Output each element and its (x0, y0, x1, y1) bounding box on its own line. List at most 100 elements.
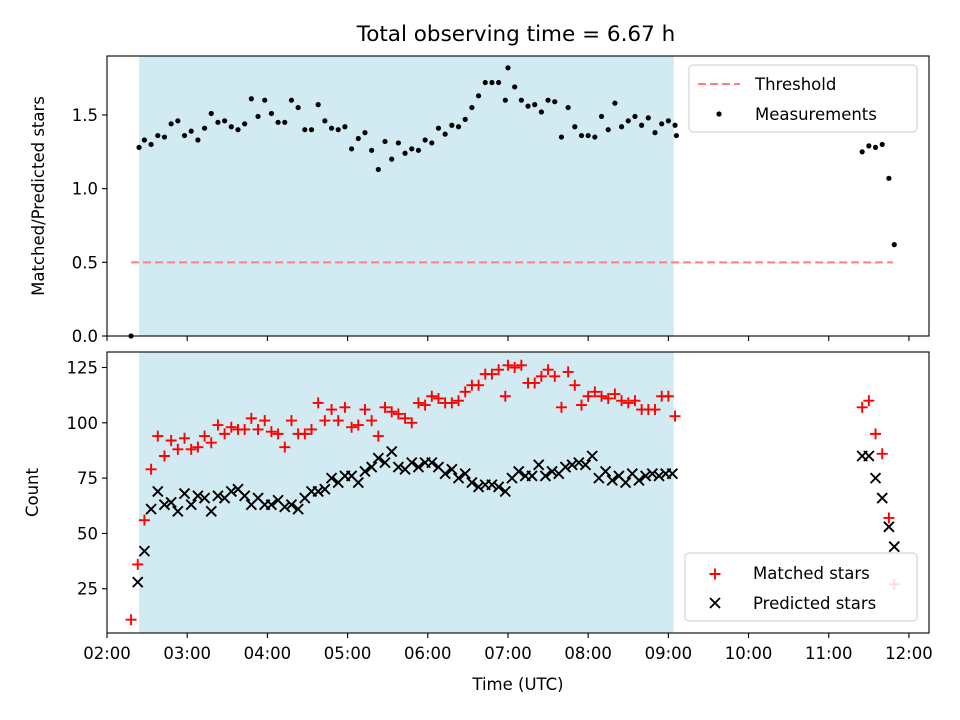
predicted-star-point (566, 459, 578, 471)
matched-star-point (883, 512, 895, 524)
measurement-point (859, 149, 865, 155)
matched-star-point (473, 379, 485, 391)
measurement-point (248, 96, 254, 102)
measurement-point (288, 97, 295, 103)
matched-star-point (366, 415, 378, 427)
legend-measurements-swatch (716, 111, 722, 117)
legend-box (684, 552, 918, 622)
measurement-point (369, 147, 375, 153)
y-tick-label: 125 (67, 358, 99, 377)
predicted-star-point (466, 476, 478, 489)
predicted-star-point (486, 479, 498, 491)
matched-star-point (582, 390, 594, 402)
legend-matched-label: Matched stars (753, 564, 870, 583)
x-tick-label: 02:00 (83, 644, 131, 663)
matched-star-point (453, 395, 465, 407)
predicted-star-point (452, 472, 465, 484)
matched-star-point (629, 395, 641, 407)
matched-star-point (339, 401, 351, 413)
measurement-point (469, 104, 475, 111)
matched-star-point (426, 390, 438, 402)
matched-star-point (529, 377, 541, 389)
measurement-point (672, 122, 678, 128)
measurement-point (645, 115, 651, 121)
y-tick-label: 75 (77, 469, 98, 488)
top-panel: 0.0 0.5 1.0 1.5 Matched/Predicted stars Thres… (29, 55, 930, 346)
predicted-star-point (198, 492, 211, 504)
measurement-point (639, 122, 645, 128)
predicted-star-point (265, 498, 278, 511)
predicted-star-point (412, 461, 425, 473)
x-tick-label: 12:00 (885, 644, 933, 663)
y-tick-label: 1.5 (72, 106, 98, 125)
matched-star-point (870, 428, 882, 440)
predicted-star-point (426, 456, 438, 469)
predicted-star-point (212, 490, 224, 502)
x-tick-label: 11:00 (805, 644, 853, 663)
matched-star-point (185, 443, 197, 455)
legend-threshold-label: Threshold (754, 75, 836, 94)
measurement-point (262, 97, 268, 103)
predicted-star-point (526, 470, 538, 482)
matched-star-point (332, 415, 344, 427)
matched-star-point (596, 390, 608, 402)
predicted-star-point (539, 470, 552, 482)
measurement-point (435, 125, 442, 131)
predicted-star-point (888, 541, 900, 553)
measurement-point (592, 134, 598, 140)
y-axis-label: Count (23, 467, 42, 517)
predicted-star-point (646, 468, 658, 480)
chart-title: Total observing time = 6.67 h (356, 22, 676, 47)
matched-star-point (542, 364, 554, 376)
measurement-point (355, 135, 361, 142)
measurement-point (328, 125, 335, 131)
measurement-point (389, 156, 395, 162)
measurement-point (585, 132, 591, 139)
measurement-point (175, 118, 181, 124)
matched-star-point (406, 417, 418, 429)
matched-star-point (386, 406, 398, 418)
measurement-point (222, 118, 228, 124)
matched-star-point (138, 514, 150, 526)
matched-star-point (535, 370, 547, 382)
predicted-star-point (138, 545, 151, 557)
matched-star-point (609, 388, 621, 400)
predicted-star-point (312, 485, 324, 498)
y-tick-label: 0.0 (72, 327, 98, 346)
measurement-point (235, 127, 241, 133)
matched-star-point (622, 397, 634, 409)
measurement-point (315, 102, 321, 108)
measurement-point (482, 79, 488, 86)
measurement-point (442, 131, 448, 137)
matched-star-point (199, 430, 211, 442)
matched-star-point (219, 428, 231, 440)
observing-interval-shade (139, 352, 674, 633)
matched-star-point (326, 404, 338, 416)
measurement-point (342, 124, 348, 130)
measurement-point (148, 141, 154, 148)
matched-star-point (319, 415, 331, 427)
matched-star-point (555, 401, 567, 413)
predicted-star-point (472, 481, 485, 493)
measurement-point (518, 97, 524, 103)
legend-measurements-label: Measurements (755, 105, 877, 124)
measurement-point (652, 130, 658, 136)
matched-star-point (549, 370, 561, 382)
matched-star-point (379, 401, 391, 413)
measurement-point (322, 118, 328, 124)
measurement-point (348, 146, 355, 152)
matched-star-point (305, 423, 317, 435)
measurement-point (268, 110, 274, 117)
predicted-star-point (319, 483, 331, 495)
matched-star-point (669, 410, 681, 422)
measurement-point (201, 125, 208, 131)
predicted-star-point (152, 485, 164, 498)
matched-star-point (272, 428, 284, 440)
series-predicted-stars (132, 445, 900, 588)
predicted-star-point (372, 452, 384, 464)
measurement-point (195, 137, 201, 143)
predicted-star-point (185, 498, 197, 511)
matched-star-point (412, 397, 424, 409)
axes-frame (106, 351, 930, 634)
